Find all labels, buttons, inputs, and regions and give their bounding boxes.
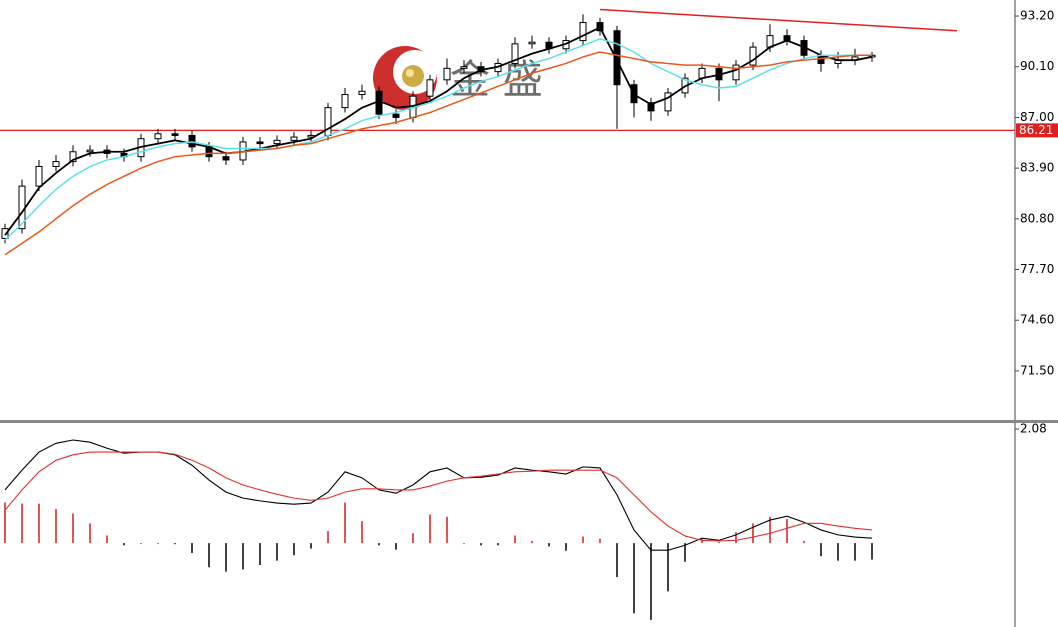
candle-body xyxy=(324,107,332,136)
candle-body xyxy=(392,113,400,118)
candle-body xyxy=(86,149,94,153)
candle-body xyxy=(579,22,587,42)
candle-body xyxy=(69,151,77,163)
candle-body xyxy=(528,41,536,45)
y-tick-label: 87.00 xyxy=(1020,110,1054,124)
moving-average xyxy=(4,38,872,241)
candle-body xyxy=(1,228,9,239)
candle-body xyxy=(664,92,672,112)
y-tick-label: 93.20 xyxy=(1020,9,1054,23)
candle-body xyxy=(256,141,264,145)
candle-body xyxy=(171,133,179,136)
candle-body xyxy=(613,30,621,86)
candle-body xyxy=(35,165,43,187)
candle-body xyxy=(732,64,740,81)
candle-body xyxy=(222,156,230,161)
panel-separator xyxy=(0,420,1015,423)
moving-average xyxy=(4,51,872,256)
trendline xyxy=(599,8,958,32)
candle-body xyxy=(443,67,451,81)
candle-body xyxy=(52,161,60,167)
candle-body xyxy=(273,139,281,145)
candle-body xyxy=(358,90,366,96)
price-label: 86.21 xyxy=(1019,123,1053,137)
candle-body xyxy=(749,46,757,66)
y-tick-label: 90.10 xyxy=(1020,59,1054,73)
candle-body xyxy=(698,67,706,79)
candle-body xyxy=(188,134,196,148)
candle-body xyxy=(341,94,349,109)
y-tick-label: 71.50 xyxy=(1020,363,1054,377)
panel-separator xyxy=(1015,420,1058,423)
y-tick-label: 80.80 xyxy=(1020,211,1054,225)
logo xyxy=(373,46,437,110)
macd-line xyxy=(4,451,873,542)
candle-body xyxy=(154,133,162,140)
moving-average xyxy=(4,26,873,236)
candle-body xyxy=(647,102,655,112)
candle-body xyxy=(511,43,519,64)
y-tick-label: 83.90 xyxy=(1020,161,1054,175)
candle-body xyxy=(460,66,468,69)
y-tick-label: 77.70 xyxy=(1020,262,1054,276)
price-label-box xyxy=(1016,123,1058,138)
candle-body xyxy=(426,79,434,97)
y-tick-label: 2.08 xyxy=(1020,422,1047,436)
y-tick-label: 74.60 xyxy=(1020,313,1054,327)
candle-body xyxy=(290,136,298,141)
